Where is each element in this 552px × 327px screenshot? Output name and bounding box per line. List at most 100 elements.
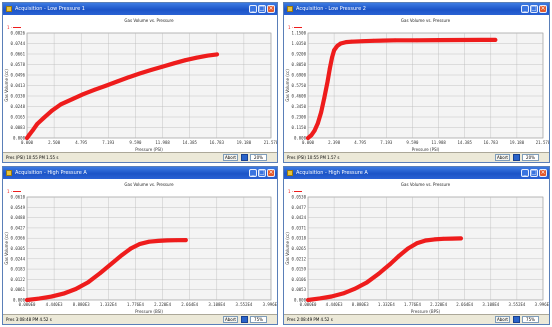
- status-text: Pres (PSI) 10:55 PM 1.57 s: [287, 155, 340, 160]
- gas-volume-chart[interactable]: Gas Volume vs. Pressure 1 - 0.000 0.0083 0.0…: [3, 15, 278, 154]
- data-point: [86, 280, 90, 285]
- x-tick-label: 4.440E3: [326, 302, 343, 307]
- y-tick-label: 1.0350: [292, 41, 307, 46]
- minimize-button[interactable]: _: [249, 5, 257, 13]
- window-titlebar[interactable]: Acquisition - Low Pressure 1 _ □ ×: [3, 3, 277, 15]
- x-tick-label: 4.795: [354, 140, 367, 145]
- window-titlebar[interactable]: Acquisition - High Pressure A _ □ ×: [3, 167, 277, 179]
- data-point: [37, 296, 42, 301]
- data-point: [42, 115, 46, 120]
- y-tick-label: 0.0183: [11, 267, 26, 272]
- status-bar: Pres (PSI) 10:55 PM 1.55 s Abort 20%: [3, 152, 277, 162]
- data-point: [360, 39, 365, 44]
- data-point: [119, 253, 124, 258]
- minimize-button[interactable]: _: [521, 169, 529, 177]
- acquisition-window-high-pressure-a[interactable]: Acquisition - High Pressure A _ □ × Gas …: [2, 166, 278, 325]
- acquisition-window-low-pressure-1[interactable]: Acquisition - Low Pressure 1 _ □ × Gas V…: [2, 2, 278, 163]
- data-point: [306, 298, 310, 302]
- x-tick-label: 2.398: [328, 140, 341, 145]
- data-point: [349, 39, 354, 44]
- abort-button[interactable]: Abort: [495, 154, 510, 161]
- zoom-field[interactable]: 75%: [250, 316, 267, 323]
- app-icon: [287, 170, 293, 176]
- close-button[interactable]: ×: [267, 169, 275, 177]
- data-point: [327, 66, 332, 71]
- x-tick-label: 16.783: [484, 140, 499, 145]
- y-tick-label: 0.0244: [11, 256, 26, 261]
- maximize-button[interactable]: □: [258, 169, 266, 177]
- data-point: [344, 40, 349, 45]
- acquisition-window-low-pressure-2[interactable]: Acquisition - Low Pressure 2 _ □ × Gas V…: [283, 2, 550, 163]
- abort-button[interactable]: Abort: [223, 316, 238, 323]
- minimize-button[interactable]: _: [249, 169, 257, 177]
- y-axis-label: Gas Volume (cc): [4, 69, 9, 102]
- close-button[interactable]: ×: [539, 169, 547, 177]
- y-tick-label: 0.0265: [292, 246, 307, 251]
- app-icon: [287, 6, 293, 12]
- gas-volume-chart[interactable]: Gas Volume vs. Pressure 1 - 0.000 0.1150 0.2…: [284, 15, 550, 154]
- y-tick-label: 0.0477: [292, 205, 307, 210]
- y-tick-label: 0.0305: [11, 246, 26, 251]
- data-point: [147, 239, 152, 244]
- acquisition-window-high-pressure-a-2[interactable]: Acquisition - High Pressure A _ □ × Gas …: [283, 166, 550, 325]
- maximize-button[interactable]: □: [530, 169, 538, 177]
- abort-button[interactable]: Abort: [223, 154, 238, 161]
- legend-label: 1 -: [288, 25, 294, 30]
- status-text: Pres 3:08:48 PM 4.52 s: [6, 317, 52, 322]
- data-point: [70, 97, 75, 102]
- maximize-button[interactable]: □: [258, 5, 266, 13]
- data-point: [309, 133, 314, 138]
- data-point: [371, 38, 376, 43]
- x-axis-label: Pressure (PSI): [412, 147, 440, 152]
- window-titlebar[interactable]: Acquisition - Low Pressure 2 _ □ ×: [284, 3, 549, 15]
- data-point: [138, 71, 142, 76]
- chart-title: Gas Volume vs. Pressure: [124, 18, 174, 23]
- data-point: [406, 246, 410, 251]
- zoom-field[interactable]: 20%: [522, 154, 539, 161]
- y-axis-label: Gas Volume (cc): [4, 232, 9, 265]
- data-point: [325, 79, 330, 84]
- minimize-button[interactable]: _: [521, 5, 529, 13]
- zoom-field[interactable]: 75%: [522, 316, 539, 323]
- chart-panel: Gas Volume vs. Pressure 1 - 0.000 0.0083 0.0…: [3, 15, 277, 152]
- y-tick-label: 0.0413: [11, 83, 26, 88]
- y-tick-label: 1.1500: [292, 31, 307, 36]
- close-button[interactable]: ×: [539, 5, 547, 13]
- data-point: [315, 121, 320, 126]
- x-tick-label: 0.000E0: [300, 302, 317, 307]
- data-point: [332, 48, 337, 53]
- zoom-field[interactable]: 20%: [250, 154, 267, 161]
- data-point: [330, 55, 334, 60]
- x-tick-label: 9.590: [406, 140, 419, 145]
- gas-volume-chart[interactable]: Gas Volume vs. Pressure 1 - 0.000 0.0061 0.0…: [3, 179, 278, 316]
- data-point: [353, 286, 357, 291]
- x-axis-label: Pressure (BPS): [411, 309, 441, 314]
- progress-indicator: [513, 154, 520, 161]
- window-titlebar[interactable]: Acquisition - High Pressure A _ □ ×: [284, 167, 549, 179]
- abort-button[interactable]: Abort: [495, 316, 510, 323]
- gas-volume-chart[interactable]: Gas Volume vs. Pressure 1 - 0.000 0.0053 0.0…: [284, 179, 550, 316]
- chart-panel: Gas Volume vs. Pressure 1 - 0.000 0.0053 0.0…: [284, 179, 549, 314]
- progress-indicator: [241, 154, 248, 161]
- data-point: [126, 75, 131, 80]
- y-tick-label: 0.000: [294, 136, 307, 141]
- progress-indicator: [241, 316, 248, 323]
- data-point: [35, 122, 40, 126]
- y-tick-label: 0.0488: [11, 215, 26, 220]
- y-tick-label: 0.2300: [292, 115, 307, 120]
- x-tick-label: 19.180: [237, 140, 252, 145]
- y-tick-label: 0.6900: [292, 73, 307, 78]
- y-tick-label: 0.0530: [292, 195, 307, 200]
- window-title: Acquisition - High Pressure A: [15, 170, 87, 176]
- data-point: [458, 38, 463, 42]
- data-point: [25, 298, 29, 302]
- y-tick-label: 0.0366: [11, 236, 26, 241]
- y-axis-label: Gas Volume (cc): [285, 232, 290, 265]
- data-point: [49, 108, 54, 113]
- x-tick-label: 2.664E4: [456, 302, 473, 307]
- x-tick-label: 7.193: [380, 140, 393, 145]
- series-line: [305, 236, 463, 303]
- close-button[interactable]: ×: [267, 5, 275, 13]
- x-tick-label: 4.440E3: [46, 302, 63, 307]
- maximize-button[interactable]: □: [530, 5, 538, 13]
